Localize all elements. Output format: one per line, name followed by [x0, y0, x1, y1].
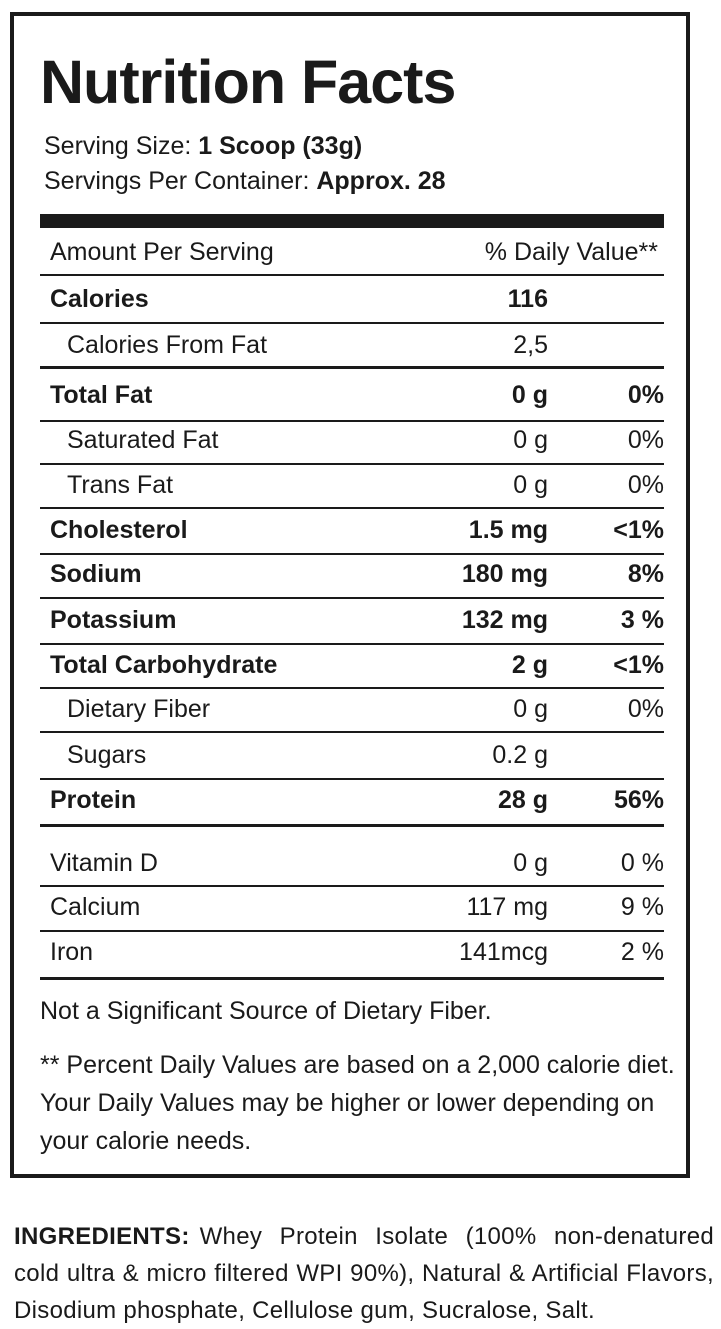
- divider: [40, 977, 664, 980]
- nutrient-name: Total Carbohydrate: [50, 651, 278, 679]
- nutrient-dv: 0%: [627, 426, 664, 454]
- serving-size-label: Serving Size:: [44, 132, 192, 160]
- serving-size: Serving Size: 1 Scoop (33g): [44, 134, 362, 159]
- nutrient-row-saturated-fat: Saturated Fat 0 g 0%: [40, 420, 664, 460]
- servings-label: Servings Per Container:: [44, 167, 310, 195]
- ingredients-block: INGREDIENTS: Whey Protein Isolate (100% n…: [14, 1218, 714, 1329]
- nutrient-amount: 0 g: [513, 426, 548, 454]
- nutrient-dv: 0%: [627, 381, 664, 409]
- nutrient-row-protein: Protein 28 g 56%: [40, 780, 664, 820]
- nutrient-name: Calories: [50, 285, 149, 313]
- fiber-note: Not a Significant Source of Dietary Fibe…: [40, 997, 492, 1025]
- table-header: Amount Per Serving % Daily Value**: [40, 232, 664, 272]
- nutrient-row-total-carbohydrate: Total Carbohydrate 2 g <1%: [40, 645, 664, 685]
- nutrient-amount: 117 mg: [466, 893, 548, 921]
- nutrient-name: Calories From Fat: [67, 331, 268, 359]
- nutrient-row-sugars: Sugars 0.2 g: [40, 735, 664, 775]
- nutrient-name: Trans Fat: [67, 471, 174, 499]
- servings-per-container: Servings Per Container: Approx. 28: [44, 169, 446, 194]
- nutrient-name: Vitamin D: [50, 849, 158, 877]
- nutrient-amount: 0.2 g: [492, 741, 548, 769]
- nutrient-amount: 2 g: [511, 651, 548, 679]
- nutrient-name: Dietary Fiber: [67, 695, 211, 723]
- nutrient-amount: 0 g: [513, 849, 548, 877]
- nutrient-row-trans-fat: Trans Fat 0 g 0%: [40, 465, 664, 505]
- nutrient-row-potassium: Potassium 132 mg 3 %: [40, 600, 664, 640]
- nutrition-facts-panel: Nutrition Facts Serving Size: 1 Scoop (3…: [10, 12, 690, 1178]
- nutrient-row-calcium: Calcium 117 mg 9 %: [40, 887, 664, 927]
- nutrient-dv: 0%: [627, 471, 664, 499]
- divider: [40, 778, 664, 780]
- divider: [40, 643, 664, 645]
- nutrient-row-vitamin-d: Vitamin D 0 g 0 %: [40, 843, 664, 883]
- nutrient-name: Cholesterol: [50, 516, 188, 544]
- nutrient-amount: 1.5 mg: [468, 516, 548, 544]
- nutrient-dv: 8%: [627, 560, 664, 588]
- nutrient-row-dietary-fiber: Dietary Fiber 0 g 0%: [40, 689, 664, 729]
- nutrient-row-iron: Iron 141mcg 2 %: [40, 932, 664, 972]
- divider: [40, 274, 664, 276]
- nutrient-name: Iron: [50, 938, 94, 966]
- nutrient-name: Potassium: [50, 606, 177, 634]
- divider: [40, 930, 664, 932]
- divider: [40, 553, 664, 555]
- nutrient-amount: 116: [507, 285, 548, 313]
- nutrient-dv: 0 %: [620, 849, 664, 877]
- amount-per-serving-label: Amount Per Serving: [50, 238, 274, 266]
- nutrient-row-sodium: Sodium 180 mg 8%: [40, 554, 664, 594]
- divider: [40, 731, 664, 733]
- daily-value-footnote: ** Percent Daily Values are based on a 2…: [40, 1051, 675, 1155]
- nutrient-amount: 0 g: [513, 471, 548, 499]
- divider: [40, 507, 664, 509]
- nutrient-row-calories: Calories 116: [40, 279, 664, 319]
- nutrient-amount: 141mcg: [459, 938, 548, 966]
- divider: [40, 322, 664, 324]
- nutrient-row-calories-from-fat: Calories From Fat 2,5: [40, 325, 664, 365]
- ingredients-text: Whey Protein Isolate (100% non-denatured…: [14, 1223, 714, 1324]
- nutrient-dv: 56%: [613, 786, 664, 814]
- nutrient-name: Calcium: [50, 893, 141, 921]
- nutrient-amount: 28 g: [497, 786, 548, 814]
- nutrient-dv: 0%: [627, 695, 664, 723]
- nutrient-dv: 3 %: [620, 606, 664, 634]
- nutrient-dv: <1%: [613, 516, 664, 544]
- label-title: Nutrition Facts: [40, 48, 456, 116]
- nutrient-name: Total Fat: [50, 381, 153, 409]
- ingredients-label: INGREDIENTS:: [14, 1223, 190, 1250]
- divider: [40, 366, 664, 369]
- nutrient-name: Saturated Fat: [67, 426, 219, 454]
- thick-divider: [40, 214, 664, 228]
- nutrient-name: Sodium: [50, 560, 142, 588]
- daily-value-header: % Daily Value**: [484, 238, 658, 266]
- nutrient-amount: 2,5: [513, 331, 548, 359]
- nutrient-name: Protein: [50, 786, 137, 814]
- nutrient-name: Sugars: [67, 741, 147, 769]
- nutrient-amount: 180 mg: [461, 560, 548, 588]
- serving-size-value: 1 Scoop (33g): [198, 132, 363, 160]
- divider: [40, 463, 664, 465]
- nutrient-amount: 0 g: [511, 381, 548, 409]
- nutrient-amount: 0 g: [513, 695, 548, 723]
- nutrient-amount: 132 mg: [461, 606, 548, 634]
- divider: [40, 885, 664, 887]
- divider: [40, 420, 664, 422]
- nutrient-dv: <1%: [613, 651, 664, 679]
- divider: [40, 824, 664, 827]
- nutrient-row-cholesterol: Cholesterol 1.5 mg <1%: [40, 510, 664, 550]
- nutrient-row-total-fat: Total Fat 0 g 0%: [40, 375, 664, 415]
- servings-value: Approx. 28: [316, 167, 446, 195]
- divider: [40, 597, 664, 599]
- nutrient-dv: 2 %: [620, 938, 664, 966]
- nutrient-dv: 9 %: [620, 893, 664, 921]
- divider: [40, 687, 664, 689]
